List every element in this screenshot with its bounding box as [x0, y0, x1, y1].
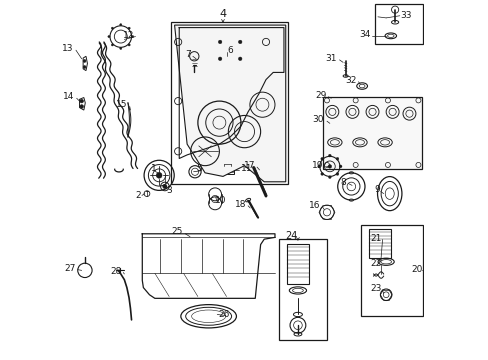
Text: 25: 25 — [171, 228, 183, 237]
Circle shape — [111, 44, 113, 46]
Circle shape — [320, 172, 323, 175]
Bar — [368, 229, 390, 258]
Circle shape — [80, 105, 83, 108]
Text: 13: 13 — [61, 44, 73, 53]
Bar — [286, 244, 308, 284]
Circle shape — [120, 24, 122, 26]
Bar — [278, 239, 326, 339]
Text: 9: 9 — [373, 185, 379, 194]
Bar — [360, 225, 422, 316]
Circle shape — [218, 40, 222, 44]
Circle shape — [163, 184, 167, 189]
Text: 20: 20 — [411, 265, 422, 274]
Text: 28: 28 — [110, 267, 122, 276]
Text: 2: 2 — [135, 191, 140, 200]
Circle shape — [328, 154, 330, 157]
Bar — [221, 167, 233, 172]
Circle shape — [328, 176, 330, 179]
Circle shape — [108, 36, 110, 38]
Text: 11: 11 — [241, 164, 252, 173]
Text: 1: 1 — [151, 164, 157, 173]
Circle shape — [128, 27, 130, 29]
Text: 18: 18 — [234, 200, 246, 209]
Bar — [220, 166, 234, 174]
Circle shape — [335, 172, 338, 175]
Circle shape — [339, 165, 341, 168]
Text: 3: 3 — [166, 185, 172, 194]
Text: 7: 7 — [185, 50, 191, 59]
Text: 10: 10 — [215, 196, 226, 205]
Text: 12: 12 — [122, 31, 134, 40]
Circle shape — [218, 57, 222, 60]
Circle shape — [327, 165, 331, 168]
Circle shape — [128, 44, 130, 46]
Text: 30: 30 — [312, 115, 324, 124]
Bar — [215, 37, 244, 63]
Circle shape — [317, 165, 320, 168]
Text: 27: 27 — [64, 265, 75, 274]
Circle shape — [80, 99, 83, 103]
Circle shape — [131, 36, 133, 38]
Polygon shape — [174, 25, 285, 182]
Text: 34: 34 — [359, 30, 370, 39]
Text: 31: 31 — [325, 54, 336, 63]
Circle shape — [238, 40, 242, 44]
Text: 32: 32 — [345, 76, 356, 85]
Text: 19: 19 — [311, 161, 323, 170]
Bar — [375, 4, 422, 44]
Bar — [218, 40, 241, 60]
Polygon shape — [323, 97, 421, 168]
Text: 15: 15 — [116, 100, 128, 109]
Circle shape — [111, 27, 113, 29]
Circle shape — [156, 172, 162, 178]
Text: 16: 16 — [308, 201, 320, 210]
Text: 14: 14 — [62, 92, 74, 101]
Circle shape — [335, 157, 338, 160]
Text: 24: 24 — [285, 231, 297, 240]
Text: 33: 33 — [400, 11, 411, 20]
Circle shape — [83, 66, 86, 68]
Circle shape — [83, 59, 86, 62]
Circle shape — [120, 47, 122, 49]
Circle shape — [320, 157, 323, 160]
Text: 23: 23 — [369, 284, 381, 293]
Text: 17: 17 — [243, 161, 255, 170]
Text: 6: 6 — [227, 46, 233, 55]
Text: 8: 8 — [340, 178, 346, 187]
Text: 22: 22 — [369, 259, 381, 268]
Text: 4: 4 — [219, 9, 226, 19]
Text: 26: 26 — [218, 310, 229, 319]
Bar — [171, 22, 287, 184]
Text: 5: 5 — [196, 164, 202, 173]
Text: 21: 21 — [369, 234, 381, 243]
Text: 29: 29 — [314, 91, 325, 100]
Circle shape — [238, 57, 242, 60]
